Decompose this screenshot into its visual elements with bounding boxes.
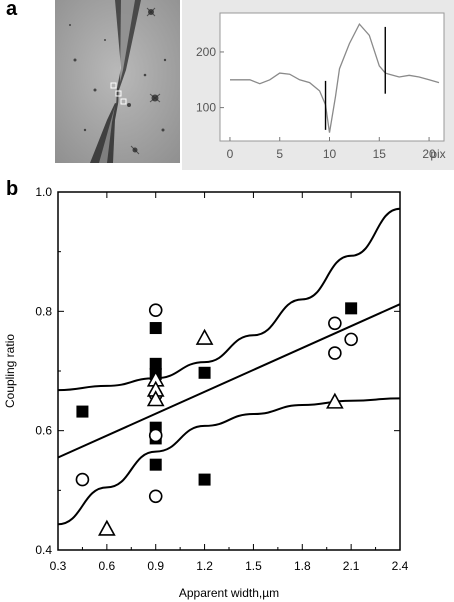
panel-b-label: b (6, 178, 19, 200)
x-tick-label: 0.9 (147, 559, 164, 573)
profile-x-tick-label: 10 (323, 147, 337, 161)
open-circle-point (148, 303, 163, 317)
open-circle-point (344, 332, 358, 347)
filled-square-point (149, 357, 162, 370)
filled-square-point (149, 458, 162, 471)
open-circle-point (328, 346, 342, 360)
filled-square-point (149, 322, 162, 335)
regression-line (57, 303, 401, 459)
x-tick-label: 1.8 (294, 559, 311, 573)
scatter-chart: 0.3 0.6 0.9 1.2 1.5 1.8 2.1 2.4 0.4 0.6 0.8 1.0 App… (3, 185, 409, 600)
y-tick-label: 0.6 (35, 424, 52, 438)
y-tick-label: 0.4 (35, 543, 52, 557)
profile-line (230, 22, 440, 133)
confidence-lower-curve (57, 397, 401, 526)
profile-x-tick-label: 5 (276, 147, 283, 161)
x-tick-label: 2.4 (392, 559, 409, 573)
x-tick-label: 0.6 (99, 559, 116, 573)
profile-x-tick-label: 15 (373, 147, 387, 161)
filled-square-point (198, 366, 211, 379)
open-triangle-point (326, 392, 344, 409)
profile-y-tick-label: 200 (196, 45, 216, 59)
panel-a-label: a (6, 0, 18, 20)
x-tick-label: 0.3 (50, 559, 67, 573)
filled-square-point (76, 405, 89, 418)
x-axis-label: Apparent width,µm (179, 586, 279, 600)
y-tick-label: 1.0 (35, 185, 52, 199)
open-triangle-point (146, 390, 165, 407)
open-circle-point (148, 428, 163, 443)
x-tick-label: 2.1 (343, 559, 360, 573)
profile-x-tick-label: 20 (422, 147, 436, 161)
filled-square-point (198, 473, 211, 486)
x-tick-label: 1.5 (245, 559, 262, 573)
x-tick-label: 1.2 (196, 559, 213, 573)
filled-square-point (345, 302, 358, 315)
open-triangle-point (195, 328, 214, 345)
scatter-plot-frame (57, 191, 401, 551)
profile-x-unit-label: pix (430, 147, 445, 161)
profile-y-tick-label: 100 (196, 101, 216, 115)
open-circle-point (148, 489, 163, 504)
confidence-upper-curve (57, 207, 401, 392)
open-circle-point (328, 316, 342, 331)
profile-plot-area (219, 12, 445, 142)
profile-x-tick-label: 0 (227, 147, 234, 161)
open-circle-point (75, 472, 90, 487)
y-tick-label: 0.8 (35, 304, 52, 318)
open-triangle-point (98, 519, 116, 536)
micrograph-image (55, 0, 180, 163)
y-axis-label: Coupling ratio (3, 334, 17, 408)
